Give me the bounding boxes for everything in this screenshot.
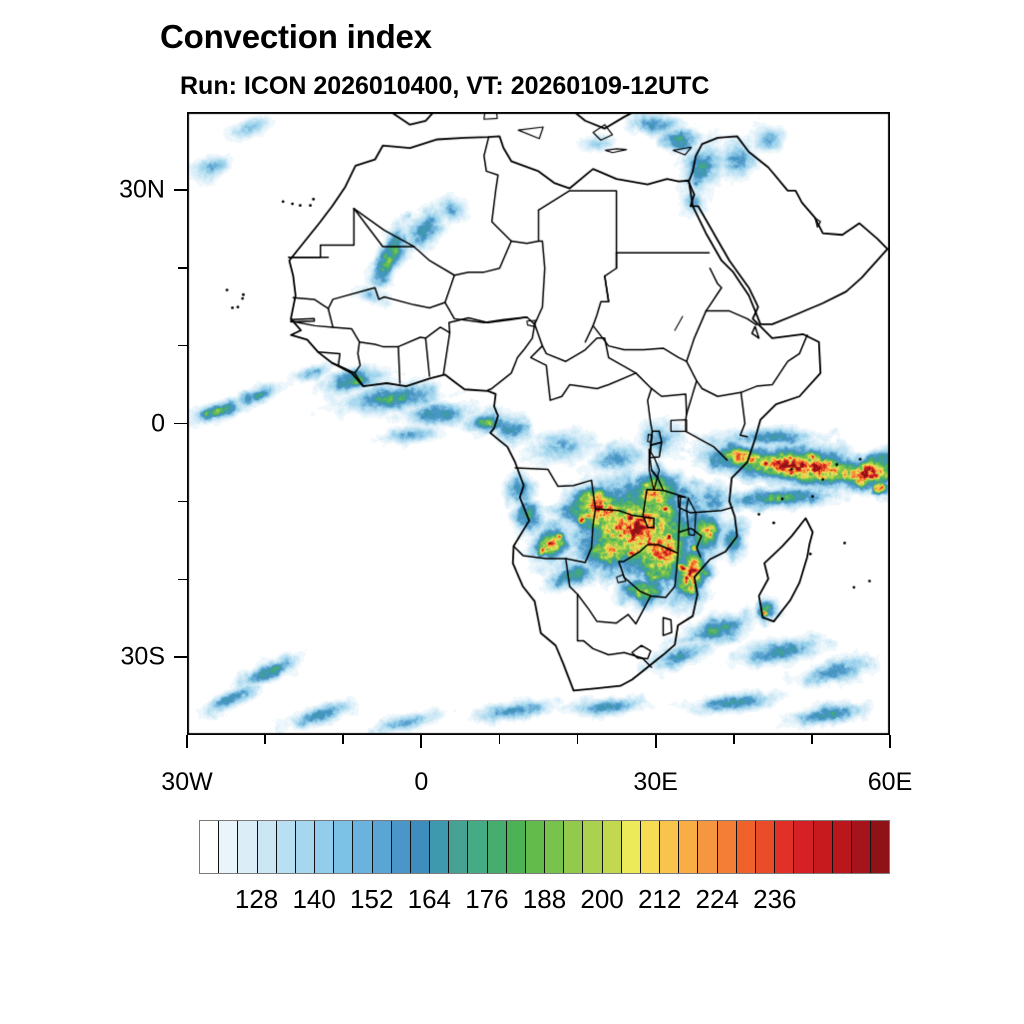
colorbar-segment xyxy=(506,821,526,873)
colorbar-tick-label: 152 xyxy=(350,884,394,914)
colorbar-segment xyxy=(679,821,699,873)
colorbar-segment xyxy=(660,821,680,873)
x-tick-major xyxy=(186,735,188,748)
x-axis-label: 30W xyxy=(161,768,213,796)
colorbar-segment xyxy=(698,821,718,873)
colorbar-segment xyxy=(449,821,469,873)
y-tick-major xyxy=(174,422,187,425)
run-valid-time-subtitle: Run: ICON 2026010400, VT: 20260109-12UTC xyxy=(180,72,710,100)
colorbar-segment xyxy=(238,821,258,873)
colorbar-segment xyxy=(353,821,373,873)
x-tick-major xyxy=(889,735,891,748)
x-axis-label: 30E xyxy=(633,768,678,796)
colorbar-segment xyxy=(813,821,833,873)
colorbar-segment xyxy=(832,821,852,873)
y-tick-minor xyxy=(178,344,187,347)
x-tick-minor xyxy=(733,735,735,744)
y-axis-label: 30S xyxy=(120,642,165,671)
map-plot-area xyxy=(187,112,890,735)
y-tick-minor xyxy=(178,267,187,269)
page-title: Convection index xyxy=(160,18,432,55)
convection-index-map-canvas xyxy=(188,113,889,734)
colorbar-segment xyxy=(468,821,488,873)
colorbar-segment xyxy=(430,821,450,873)
y-tick-minor xyxy=(178,500,187,503)
x-tick-minor xyxy=(498,735,501,744)
colorbar-segment xyxy=(871,821,890,873)
colorbar-segment xyxy=(295,821,316,873)
colorbar-segment xyxy=(257,821,277,873)
colorbar-segment xyxy=(736,821,756,873)
y-axis-label: 30N xyxy=(119,175,165,204)
colorbar-segment xyxy=(200,821,220,873)
colorbar-tick-label: 200 xyxy=(580,884,624,914)
colorbar-segment xyxy=(583,821,603,873)
colorbar-segment xyxy=(372,821,392,873)
colorbar-tick-label: 188 xyxy=(522,884,567,914)
x-tick-major xyxy=(420,735,423,748)
x-axis-label: 60E xyxy=(867,768,913,796)
colorbar-tick-label: 212 xyxy=(637,884,682,914)
colorbar-segment xyxy=(487,821,507,873)
colorbar-segment xyxy=(276,821,296,873)
y-axis-label: 0 xyxy=(151,409,165,437)
colorbar-segment xyxy=(717,821,737,873)
y-tick-minor xyxy=(178,578,187,580)
x-tick-minor xyxy=(342,735,344,744)
colorbar xyxy=(199,820,890,874)
colorbar-segment xyxy=(755,821,776,873)
colorbar-segment xyxy=(851,821,872,873)
x-tick-minor xyxy=(264,735,266,744)
colorbar-segment xyxy=(525,821,546,873)
y-tick-major xyxy=(174,189,187,191)
colorbar-segment xyxy=(219,821,239,873)
colorbar-segment xyxy=(564,821,584,873)
colorbar-tick-label: 140 xyxy=(292,884,336,914)
x-tick-major xyxy=(654,735,657,748)
colorbar-segment xyxy=(545,821,565,873)
colorbar-segment xyxy=(640,821,661,873)
colorbar-segment xyxy=(621,821,641,873)
x-axis-label: 0 xyxy=(414,768,429,796)
colorbar-tick-label: 128 xyxy=(234,884,279,914)
colorbar-tick-label: 176 xyxy=(465,884,509,914)
colorbar-segment xyxy=(410,821,431,873)
colorbar-tick-label: 224 xyxy=(695,884,739,914)
colorbar-tick-label: 164 xyxy=(407,884,452,914)
colorbar-segment xyxy=(775,821,795,873)
x-tick-minor xyxy=(811,735,813,744)
colorbar-segment xyxy=(334,821,354,873)
x-tick-minor xyxy=(576,735,579,744)
colorbar-segment xyxy=(602,821,622,873)
colorbar-segment xyxy=(315,821,335,873)
colorbar-segment xyxy=(391,821,411,873)
y-tick-major xyxy=(174,656,187,658)
colorbar-tick-label: 236 xyxy=(753,884,797,914)
colorbar-segment xyxy=(794,821,814,873)
